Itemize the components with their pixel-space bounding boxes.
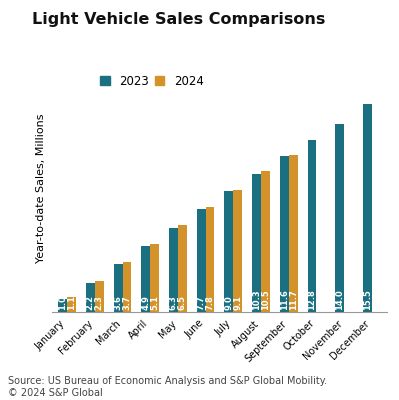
Text: 6.3: 6.3 <box>169 296 178 310</box>
Bar <box>308 140 316 312</box>
Text: 11.7: 11.7 <box>288 290 298 310</box>
Text: 5.1: 5.1 <box>150 295 159 310</box>
Text: Light Vehicle Sales Comparisons: Light Vehicle Sales Comparisons <box>32 12 325 27</box>
Bar <box>150 244 159 312</box>
Legend: 2023, 2024: 2023, 2024 <box>98 72 206 90</box>
Text: 9.1: 9.1 <box>233 296 242 310</box>
Text: 7.8: 7.8 <box>205 296 215 310</box>
Bar <box>233 190 242 312</box>
Bar <box>86 282 95 312</box>
Bar <box>169 228 178 312</box>
Text: 1.1: 1.1 <box>67 295 76 310</box>
Text: 10.5: 10.5 <box>261 290 270 310</box>
Bar <box>363 104 372 312</box>
Text: 4.9: 4.9 <box>141 296 150 310</box>
Bar <box>205 208 215 312</box>
Bar <box>67 297 76 312</box>
Bar <box>58 298 67 312</box>
Bar <box>280 156 289 312</box>
Bar <box>289 155 298 312</box>
Bar <box>252 174 261 312</box>
Text: 12.8: 12.8 <box>308 290 316 310</box>
Y-axis label: Year-to-date Sales, Millions: Year-to-date Sales, Millions <box>36 113 46 263</box>
Bar <box>141 246 150 312</box>
Bar <box>261 171 270 312</box>
Bar <box>197 209 205 312</box>
Text: Source: US Bureau of Economic Analysis and S&P Global Mobility.
© 2024 S&P Globa: Source: US Bureau of Economic Analysis a… <box>8 376 327 398</box>
Bar <box>178 225 187 312</box>
Text: 2.2: 2.2 <box>86 295 95 310</box>
Text: 15.5: 15.5 <box>363 290 372 310</box>
Text: 14.0: 14.0 <box>335 290 344 310</box>
Bar <box>335 124 344 312</box>
Text: 9.0: 9.0 <box>224 296 233 310</box>
Text: 3.6: 3.6 <box>114 296 122 310</box>
Text: 7.7: 7.7 <box>197 296 205 310</box>
Text: 1.0: 1.0 <box>58 296 67 310</box>
Bar <box>114 264 122 312</box>
Text: 3.7: 3.7 <box>122 296 131 310</box>
Text: 11.6: 11.6 <box>280 290 289 310</box>
Bar <box>122 262 131 312</box>
Text: 10.3: 10.3 <box>252 290 261 310</box>
Text: 6.5: 6.5 <box>178 295 187 310</box>
Bar <box>224 191 233 312</box>
Bar <box>95 281 104 312</box>
Text: 2.3: 2.3 <box>95 296 104 310</box>
